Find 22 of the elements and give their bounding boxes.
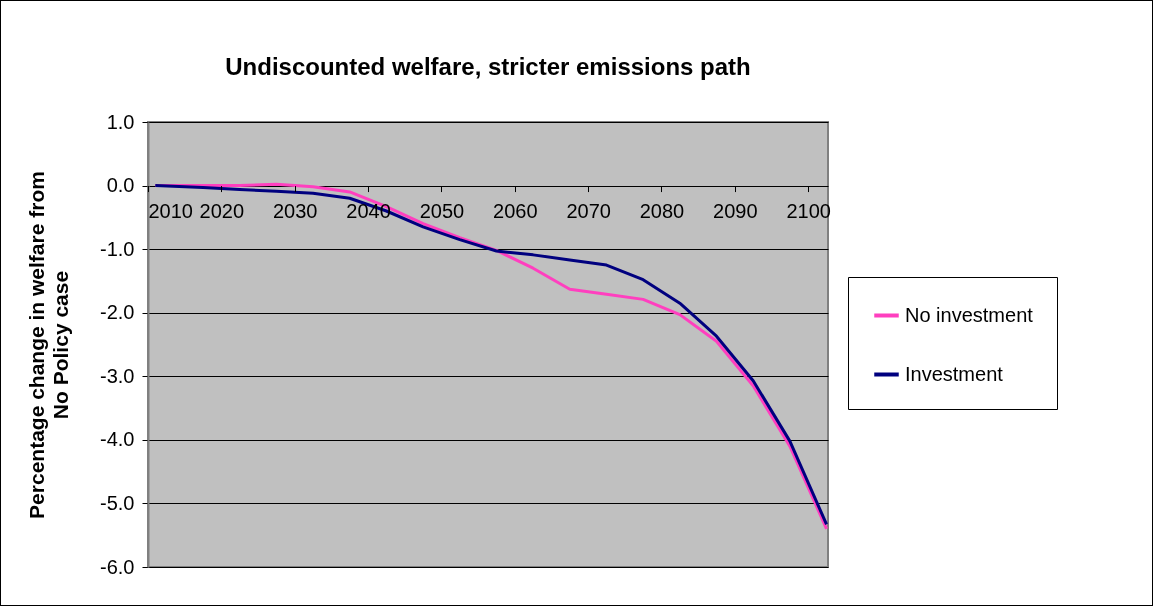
x-tick-label: 2050 [419,200,465,223]
y-tick-label: -3.0 [100,364,135,387]
x-tick-label: 2060 [493,200,538,223]
x-tick-label: 2070 [566,200,611,223]
y-tick-label: -5.0 [100,491,135,514]
y-tick-label: -4.0 [100,428,135,451]
x-tick-label: 2020 [199,200,245,223]
chart-title: Undiscounted welfare, stricter emissions path [225,53,751,80]
y-tick-label: -6.0 [100,555,135,578]
x-tick-label: 2080 [639,200,685,223]
y-tick-label: -1.0 [100,237,135,260]
x-tick-label: 2100 [786,200,831,223]
y-tick-label: 1.0 [106,110,135,133]
legend-label: No investment [905,303,1034,326]
x-tick-label: 2090 [713,200,758,223]
y-tick-label: 0.0 [106,174,135,197]
x-tick-label: 2040 [346,200,391,223]
y-axis-title: Percentage change in welfare from No Policy case [25,171,73,519]
x-tick-label: 2010 [148,200,193,223]
legend-label: Investment [905,362,1004,385]
y-tick-label: -2.0 [100,301,135,324]
x-tick-label: 2030 [272,200,318,223]
